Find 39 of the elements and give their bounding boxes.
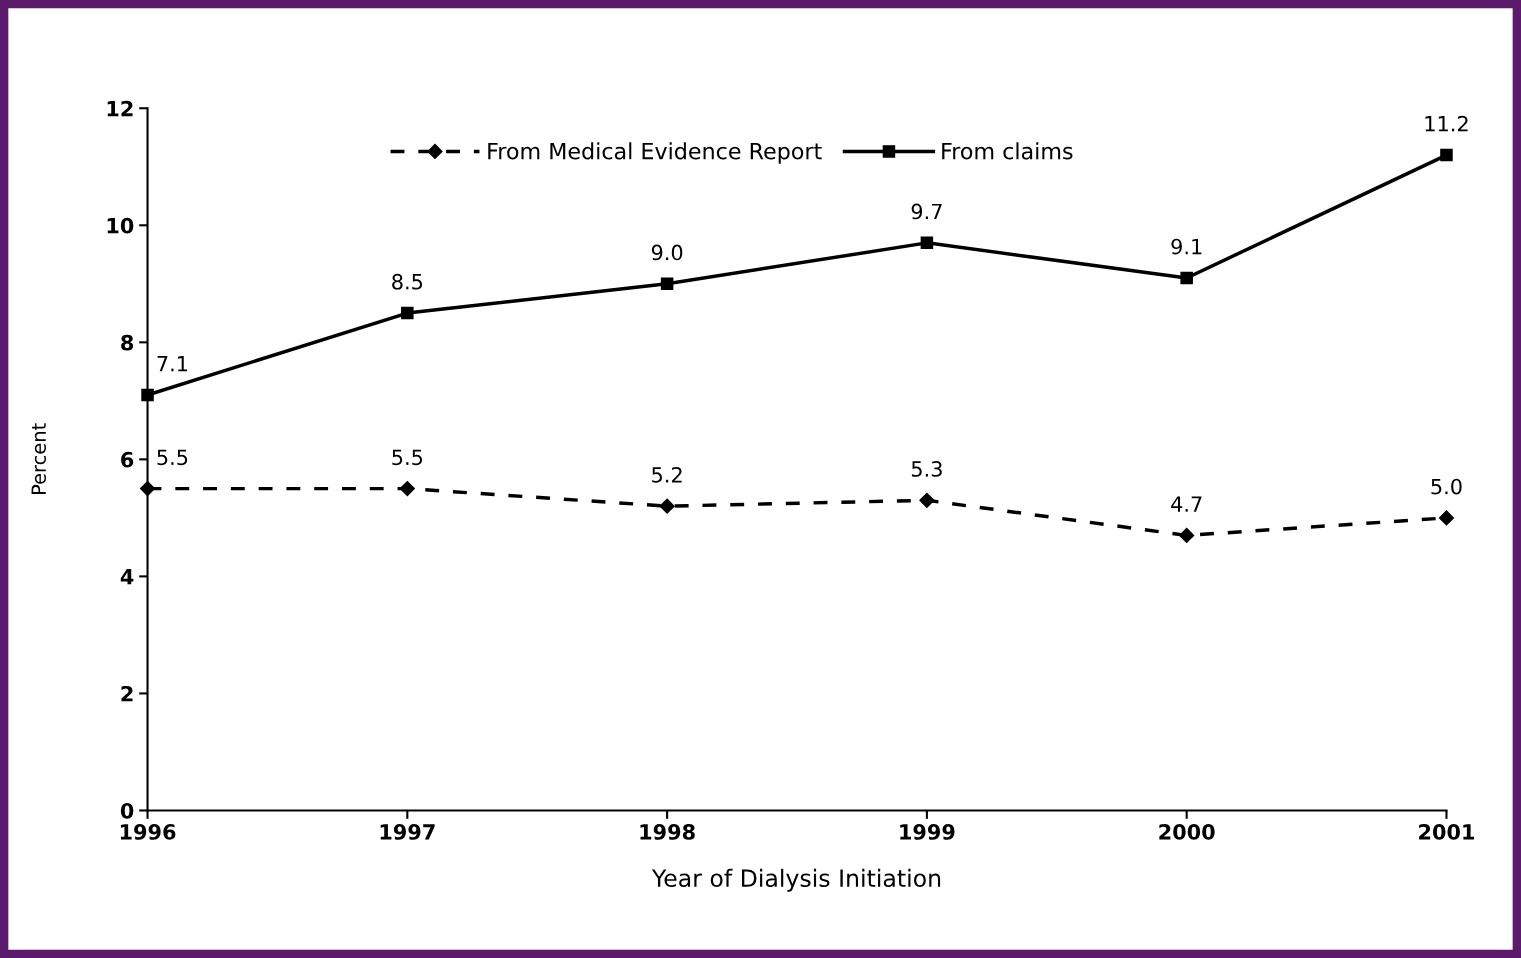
y-tick-label: 4	[120, 569, 134, 585]
point	[401, 306, 414, 320]
point	[1180, 271, 1193, 285]
x-tick-label: 1999	[900, 824, 955, 840]
data-label: 9.1	[1171, 238, 1202, 255]
legend-label: From Medical Evidence Report	[488, 142, 822, 164]
point	[660, 277, 674, 291]
x-tick-label: 1997	[380, 824, 435, 840]
x-axis-title: Year of Dialysis Initiation	[651, 868, 941, 892]
x-tick-label: 1998	[640, 824, 695, 840]
y-tick-label: 10	[107, 217, 134, 234]
data-label: 5.2	[652, 466, 682, 483]
data-label: 5.3	[911, 461, 942, 477]
y-tick-label: 6	[121, 451, 134, 468]
x-tick-label: 2000	[1159, 824, 1215, 840]
point	[659, 498, 675, 514]
data-label: 5.5	[157, 449, 188, 466]
legend-label: From claims	[942, 142, 1073, 160]
y-tick-label: 0	[120, 802, 134, 819]
data-label: 9.0	[651, 244, 683, 261]
y-tick-label: 2	[121, 685, 133, 702]
x-tick-label: 1996	[120, 824, 176, 840]
point	[399, 481, 415, 497]
data-label: 11.2	[1425, 115, 1468, 132]
y-tick-label: 8	[121, 334, 134, 351]
point	[1438, 510, 1455, 526]
data-label: 5.0	[1431, 478, 1462, 495]
data-label: 5.5	[392, 449, 423, 466]
point	[920, 236, 934, 250]
data-label: 9.7	[911, 203, 942, 220]
data-label: 7.1	[157, 356, 188, 372]
point	[1179, 527, 1195, 544]
data-label: 4.7	[1171, 496, 1202, 512]
point	[919, 492, 935, 508]
x-tick-label: 2001	[1419, 824, 1475, 840]
y-axis-title: Percent	[31, 423, 47, 495]
point	[1440, 148, 1453, 162]
y-tick-label: 12	[107, 100, 133, 117]
data-label: 8.5	[392, 273, 423, 290]
